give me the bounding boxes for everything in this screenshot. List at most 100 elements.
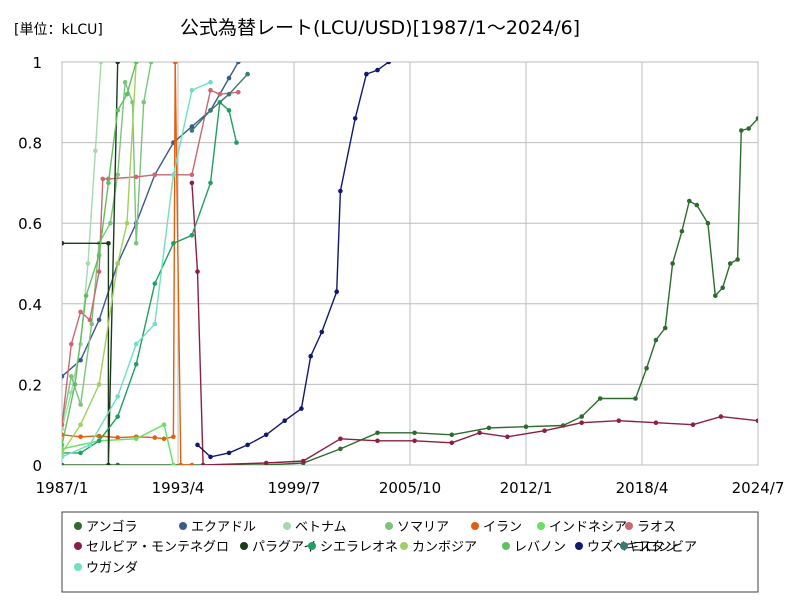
data-point [739, 128, 744, 133]
data-point [96, 382, 102, 387]
data-point [152, 321, 158, 327]
legend-label: シエラレオネ [320, 540, 398, 555]
data-point [115, 435, 120, 440]
data-point [375, 67, 380, 73]
data-point [62, 462, 65, 465]
data-point [115, 62, 120, 65]
data-point [226, 450, 232, 456]
data-point [338, 436, 343, 442]
legend-label: ベトナム [295, 520, 347, 535]
data-point [386, 62, 391, 65]
data-point [96, 433, 102, 439]
legend-label: セルビア・モンテネグロ [86, 540, 229, 555]
data-point [208, 180, 213, 186]
data-point [412, 438, 417, 444]
data-point [189, 172, 195, 178]
y-tick-label: 0.2 [18, 376, 42, 394]
data-point [755, 418, 758, 423]
data-point [375, 430, 380, 436]
data-point [108, 220, 113, 226]
data-point [62, 442, 65, 448]
data-point [263, 460, 269, 465]
data-point [152, 281, 158, 286]
data-point [171, 241, 176, 246]
data-point [89, 321, 94, 327]
legend-marker [502, 542, 510, 550]
data-point [208, 79, 213, 85]
data-point [245, 442, 250, 448]
data-point [152, 435, 158, 440]
legend-label: パラグアイ [252, 540, 316, 555]
data-point [746, 126, 751, 131]
data-point [78, 402, 83, 407]
data-point [644, 366, 649, 371]
data-point [124, 91, 130, 97]
data-point [72, 382, 78, 387]
legend-label: イラン [483, 520, 522, 535]
data-point [234, 140, 239, 145]
legend-marker [385, 522, 393, 530]
legend-marker [308, 542, 316, 550]
data-point [171, 434, 176, 440]
y-tick-label: 0.4 [18, 296, 42, 314]
data-point [133, 341, 139, 347]
data-point [189, 128, 195, 133]
data-point [633, 396, 638, 401]
legend-marker [283, 522, 291, 530]
data-point [542, 428, 547, 434]
data-point [78, 309, 83, 315]
legend-marker [74, 542, 82, 550]
x-tick-label: 1987/1 [36, 479, 89, 497]
data-point [83, 293, 89, 299]
y-tick-label: 0 [32, 457, 42, 475]
data-point [282, 418, 288, 424]
x-tick-label: 2012/1 [500, 479, 553, 497]
legend-label: インドネシア [549, 520, 627, 535]
data-point [171, 172, 176, 178]
data-point [226, 108, 232, 113]
series-line [191, 182, 758, 465]
data-point [679, 229, 685, 234]
legend-marker [400, 542, 408, 550]
data-point [115, 261, 120, 266]
data-point [172, 62, 178, 65]
data-point [106, 241, 111, 246]
legend-marker [575, 542, 583, 550]
data-point [505, 434, 510, 440]
y-tick-label: 0.8 [18, 135, 42, 153]
data-point [687, 198, 692, 204]
data-point [171, 462, 176, 465]
data-point [720, 285, 725, 291]
data-point [133, 62, 139, 65]
data-point [208, 454, 213, 460]
data-point [653, 420, 659, 426]
legend-label: ラオス [637, 520, 676, 535]
data-point [616, 418, 622, 424]
data-point [69, 341, 74, 347]
data-point [412, 430, 417, 436]
data-point [226, 91, 232, 97]
data-point [338, 446, 343, 452]
data-point [690, 422, 696, 428]
data-point [662, 325, 668, 331]
data-point [189, 87, 195, 93]
legend-marker [240, 542, 248, 550]
x-tick-label: 2024/7 [732, 479, 785, 497]
data-point [653, 337, 659, 343]
data-point [352, 116, 358, 121]
data-point [78, 450, 83, 456]
data-point [100, 176, 106, 182]
data-point [301, 458, 306, 464]
data-point [96, 269, 102, 274]
data-point [217, 91, 223, 97]
data-point [523, 424, 529, 430]
data-point [263, 432, 269, 438]
data-point [195, 269, 200, 274]
legend-marker [537, 522, 545, 530]
series-line [191, 73, 249, 131]
data-point [195, 442, 200, 448]
legend-label: エクアドル [191, 520, 256, 535]
data-point [200, 462, 206, 465]
data-point [727, 261, 733, 266]
data-point [338, 188, 343, 194]
